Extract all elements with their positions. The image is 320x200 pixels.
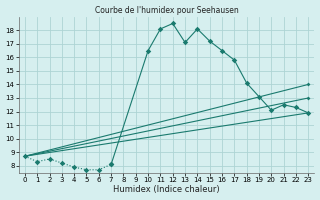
X-axis label: Humidex (Indice chaleur): Humidex (Indice chaleur) bbox=[113, 185, 220, 194]
Title: Courbe de l'humidex pour Seehausen: Courbe de l'humidex pour Seehausen bbox=[95, 6, 238, 15]
